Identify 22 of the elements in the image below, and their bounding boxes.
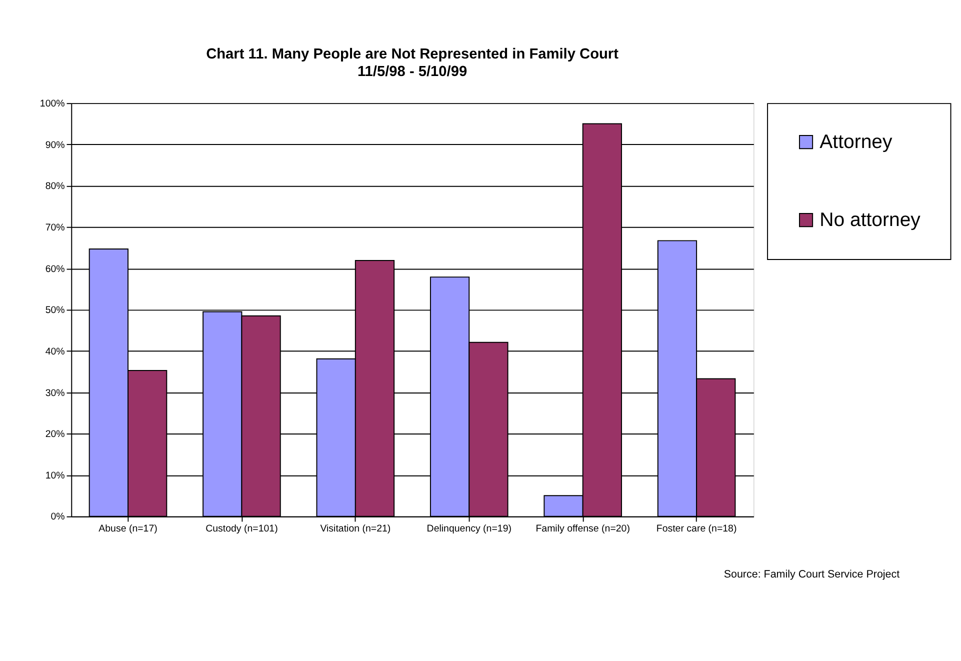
x-tick-label: Custody (n=101) — [206, 523, 278, 534]
y-tick-label: 80% — [45, 181, 66, 192]
legend-label: Attorney — [820, 130, 892, 153]
x-tick-label: Family offense (n=20) — [536, 523, 630, 534]
y-tick-label: 60% — [45, 264, 66, 275]
y-tick-label: 100% — [40, 98, 66, 110]
chart-title: Chart 11. Many People are Not Represented in Family Court — [206, 46, 619, 62]
x-tick-label: Visitation (n=21) — [320, 523, 391, 534]
y-tick-label: 40% — [45, 346, 66, 358]
x-tick-label: Abuse (n=17) — [98, 523, 158, 534]
y-tick-label: 70% — [45, 222, 66, 234]
source-note: Source: Family Court Service Project — [724, 568, 900, 581]
x-tick-label: Foster care (n=18) — [656, 523, 737, 534]
chart-subtitle: 11/5/98 - 5/10/99 — [357, 64, 468, 80]
legend-label: No attorney — [820, 208, 921, 231]
y-tick-label: 30% — [45, 388, 66, 399]
y-tick-label: 10% — [45, 470, 66, 482]
y-tick-label: 50% — [45, 305, 66, 316]
y-tick-label: 90% — [45, 140, 66, 151]
y-tick-label: 20% — [45, 429, 66, 440]
y-tick-label: 0% — [50, 512, 66, 523]
x-tick-label: Delinquency (n=19) — [426, 523, 512, 534]
